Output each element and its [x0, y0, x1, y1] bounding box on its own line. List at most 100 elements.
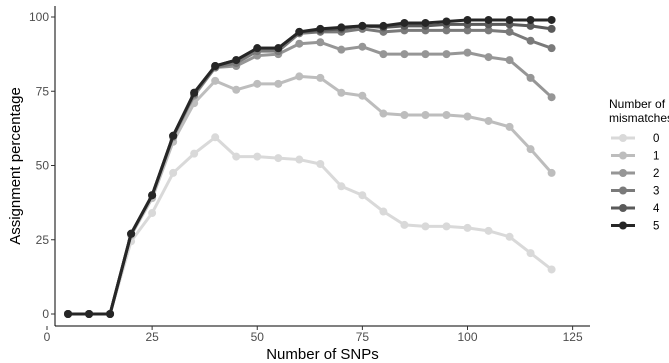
- x-tick-label: 0: [44, 330, 51, 344]
- data-point: [505, 122, 514, 131]
- data-point: [169, 131, 178, 140]
- data-point: [211, 62, 220, 71]
- y-axis-ticks: 0 25 50 75 100: [29, 10, 55, 321]
- data-point: [463, 15, 472, 24]
- x-tick-label: 100: [457, 330, 477, 344]
- data-point: [379, 109, 388, 118]
- x-tick-label: 50: [251, 330, 265, 344]
- data-point: [400, 50, 409, 59]
- data-point: [232, 85, 241, 94]
- series-line: [68, 135, 553, 316]
- legend-key-point: [619, 151, 627, 160]
- data-point: [526, 21, 535, 30]
- data-point: [295, 72, 304, 81]
- series-line: [68, 27, 553, 316]
- y-tick-label: 50: [36, 159, 50, 173]
- data-point: [64, 310, 73, 318]
- legend-title: Number of: [609, 97, 666, 111]
- data-point: [211, 133, 220, 142]
- data-point: [337, 23, 346, 32]
- data-point: [484, 26, 493, 35]
- legend-label: 5: [653, 221, 659, 233]
- data-point: [295, 39, 304, 48]
- legend-item-5: 5: [611, 221, 659, 233]
- data-point: [526, 73, 535, 82]
- data-point: [337, 182, 346, 191]
- y-tick-label: 100: [29, 10, 49, 24]
- data-point: [316, 160, 325, 169]
- data-point: [463, 26, 472, 35]
- series-4: [64, 20, 556, 318]
- legend-label: 0: [653, 133, 659, 145]
- data-point: [442, 26, 451, 35]
- data-point: [526, 15, 535, 24]
- data-point: [442, 111, 451, 120]
- x-axis-ticks: 0 25 50 75 100 125: [44, 326, 583, 344]
- series-5: [64, 15, 556, 318]
- y-tick-label: 25: [36, 233, 50, 247]
- data-point: [337, 88, 346, 97]
- data-point: [190, 149, 199, 158]
- data-point: [505, 15, 514, 24]
- data-point: [232, 152, 241, 161]
- legend-label: 1: [653, 151, 659, 163]
- legend-key-point: [619, 134, 627, 142]
- data-point: [379, 207, 388, 216]
- data-point: [505, 27, 514, 36]
- data-point: [358, 91, 367, 100]
- data-point: [400, 18, 409, 27]
- legend-label: 3: [653, 186, 659, 198]
- data-point: [274, 154, 283, 163]
- series-layer: [64, 15, 556, 318]
- data-point: [379, 50, 388, 59]
- data-point: [400, 111, 409, 120]
- data-point: [358, 42, 367, 51]
- data-point: [337, 45, 346, 54]
- data-point: [463, 48, 472, 57]
- legend-item-2: 2: [611, 168, 659, 180]
- legend-item-0: 0: [611, 133, 659, 145]
- x-tick-label: 125: [563, 330, 583, 344]
- data-point: [295, 27, 304, 36]
- data-point: [463, 223, 472, 232]
- data-point: [526, 145, 535, 154]
- data-point: [547, 93, 556, 102]
- data-point: [358, 191, 367, 200]
- data-point: [274, 44, 283, 53]
- data-point: [442, 222, 451, 231]
- data-point: [442, 50, 451, 59]
- legend-key-point: [619, 221, 627, 230]
- data-point: [421, 111, 430, 120]
- data-point: [316, 73, 325, 82]
- data-point: [526, 36, 535, 45]
- axes: 0 25 50 75 100 125 0 25 50 75 100: [29, 6, 590, 344]
- data-point: [547, 15, 556, 24]
- legend-label: 2: [653, 168, 659, 180]
- data-point: [505, 232, 514, 241]
- legend-item-1: 1: [611, 151, 659, 163]
- data-point: [85, 310, 94, 318]
- data-point: [484, 116, 493, 125]
- data-point: [127, 229, 136, 238]
- legend-item-3: 3: [611, 186, 659, 198]
- series-line: [68, 18, 552, 316]
- x-tick-label: 75: [356, 330, 370, 344]
- data-point: [106, 310, 115, 318]
- data-point: [547, 24, 556, 33]
- data-point: [547, 44, 556, 53]
- data-point: [400, 220, 409, 229]
- legend-item-4: 4: [611, 203, 660, 215]
- legend-title: mismatches: [609, 111, 669, 125]
- data-point: [526, 249, 535, 258]
- data-point: [421, 222, 430, 231]
- data-point: [421, 18, 430, 27]
- legend-key-point: [619, 204, 627, 212]
- data-point: [169, 168, 178, 177]
- data-point: [379, 21, 388, 30]
- data-point: [358, 21, 367, 30]
- y-axis-title: Assignment percentage: [7, 87, 24, 245]
- series-2: [64, 38, 556, 318]
- data-point: [253, 152, 262, 161]
